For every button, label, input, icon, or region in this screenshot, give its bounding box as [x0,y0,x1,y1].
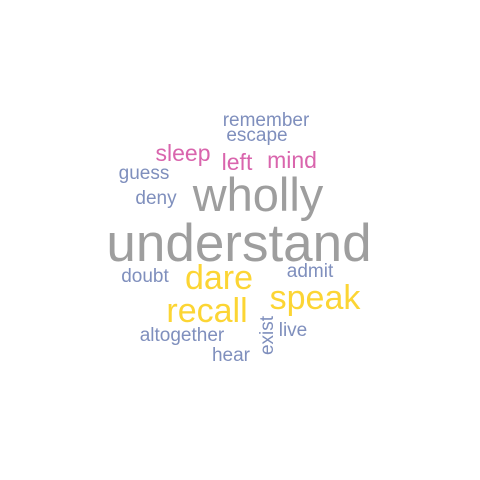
word-mind: mind [267,146,317,173]
word-exist: exist [257,315,279,355]
word-recall: recall [166,292,248,330]
word-understand: understand [106,213,372,273]
word-remember: remember [222,109,310,131]
word-escape: escape [226,124,288,146]
word-guess: guess [118,162,170,184]
word-doubt: doubt [121,265,169,287]
word-altogether: altogether [139,324,225,346]
word-deny: deny [135,187,177,209]
word-speak: speak [269,279,361,317]
word-admit: admit [286,260,334,282]
word-hear: hear [211,344,251,366]
word-left: left [221,148,253,175]
word-dare: dare [184,259,254,297]
word-live: live [278,319,308,341]
word-sleep: sleep [155,139,211,166]
word-wholly: wholly [192,167,324,221]
